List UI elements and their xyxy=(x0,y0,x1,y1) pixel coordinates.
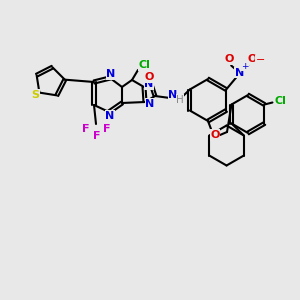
Text: Cl: Cl xyxy=(274,97,286,106)
Text: N: N xyxy=(146,99,154,109)
Text: O: O xyxy=(210,130,220,140)
Text: N: N xyxy=(144,79,154,89)
Text: −: − xyxy=(256,56,265,65)
Text: O: O xyxy=(144,72,154,82)
Text: N: N xyxy=(168,90,178,100)
Text: S: S xyxy=(32,90,39,100)
Text: N: N xyxy=(105,111,115,121)
Text: +: + xyxy=(242,62,249,71)
Text: O: O xyxy=(248,55,257,64)
Text: N: N xyxy=(106,69,116,79)
Text: F: F xyxy=(82,124,90,134)
Text: O: O xyxy=(224,55,234,64)
Text: N: N xyxy=(235,68,244,77)
Text: F: F xyxy=(103,124,111,134)
Text: F: F xyxy=(93,131,101,141)
Text: Cl: Cl xyxy=(138,60,150,70)
Text: H: H xyxy=(176,95,184,105)
